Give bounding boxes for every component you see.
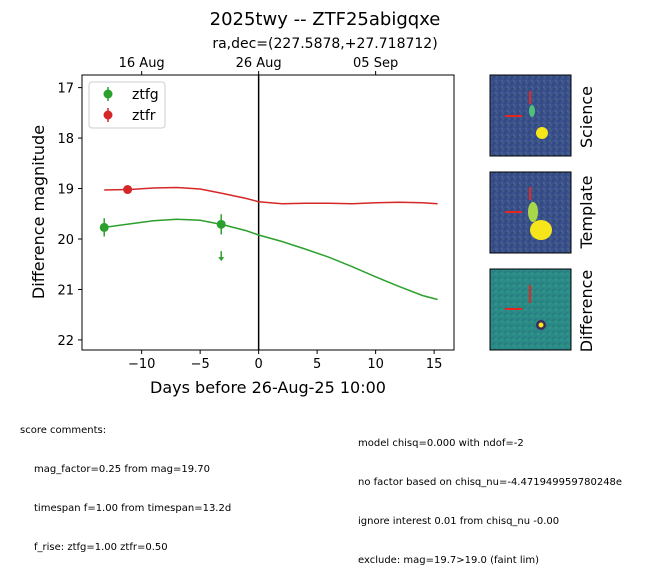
x-tick-label: 5 [313,357,321,372]
ztfg-upper-limit-arrow [218,257,225,262]
stamp-label-template: Template [577,175,596,249]
x-tick-label: −5 [191,357,210,372]
x-tick-label: 0 [255,357,263,372]
y-tick-label: 17 [57,82,74,97]
comment-line: f_rise: ztfg=1.00 ztfr=0.50 [34,542,168,553]
stamp-difference: Difference [489,268,596,352]
legend-ztfr-label: ztfr [132,108,156,124]
stamp-template: Template [489,171,596,254]
science-galaxy [529,105,535,117]
top-tick-label: 16 Aug [119,56,165,71]
ztfg-point [99,222,109,232]
ztfg-model-curve [104,218,438,301]
top-tick-label: 26 Aug [236,56,282,71]
stamp-label-science: Science [577,86,596,148]
ztfr-point [123,185,133,195]
score-comments: score comments: mag_factor=0.25 from mag… [20,398,231,567]
y-tick-label: 19 [57,183,74,198]
y-tick-label: 21 [57,283,74,298]
score-comments-header: score comments: [20,425,107,436]
difference-image [489,268,572,351]
x-axis-label: Days before 26-Aug-25 10:00 [150,378,386,397]
x-tick-label: 15 [426,357,443,372]
top-tick-label: 05 Sep [353,56,398,71]
x-tick-label: 10 [367,357,384,372]
legend-ztfg-label: ztfg [132,87,159,103]
data-points [99,185,226,262]
legend: ztfg ztfr [88,81,166,129]
comment-line: timespan f=1.00 from timespan=13.2d [34,503,232,514]
chart-subtitle: ra,dec=(227.5878,+27.718712) [212,36,437,52]
comment-line: mag_factor=0.25 from mag=19.70 [34,464,211,475]
comment-line: ignore interest 0.01 from chisq_nu -0.00 [358,516,560,527]
template-galaxy-arm [528,202,538,222]
x-tick-label: −10 [128,357,155,372]
y-tick-label: 22 [57,334,74,349]
axis-ticks: −10 −5 0 5 10 15 17 18 19 20 21 22 16 Aug 26 Aug 05 Se… [57,56,442,372]
stamp-science: Science [489,74,596,157]
legend-ztfg-marker [103,89,113,99]
science-source [536,127,548,139]
ztfg-point [216,219,226,229]
comment-line: no factor based on chisq_nu=-4.471949959… [358,477,623,488]
comment-line: model chisq=0.000 with ndof=-2 [358,438,524,449]
y-axis-label: Difference magnitude [29,125,48,299]
comment-line: exclude: mag=19.7>19.0 (faint lim) [358,555,540,566]
legend-ztfr-marker [103,110,113,120]
chart-title: 2025twy -- ZTF25abigqxe [210,9,441,30]
model-comments: model chisq=0.000 with ndof=-2 no factor… [358,411,622,580]
difference-residual-inner [538,322,544,328]
template-galaxy-core [530,220,552,240]
y-tick-label: 18 [57,132,74,147]
ztfr-model-curve [104,186,438,205]
lightcurve-figure: 2025twy -- ZTF25abigqxe ra,dec=(227.5878… [29,9,596,397]
y-tick-label: 20 [57,233,74,248]
stamp-label-difference: Difference [577,270,596,352]
